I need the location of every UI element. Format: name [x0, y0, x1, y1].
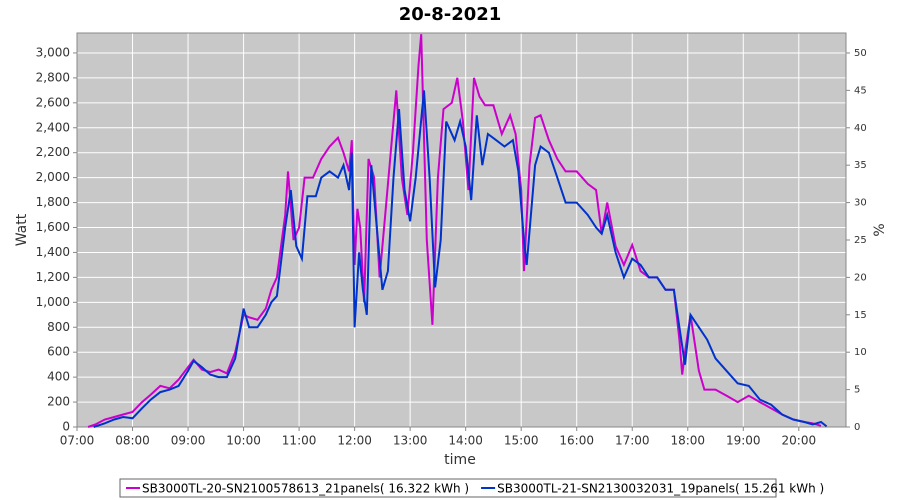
series-line — [93, 90, 828, 428]
y2-tick-label: 30 — [854, 198, 867, 209]
y2-tick-label: 0 — [854, 422, 860, 433]
y-tick-label: 200 — [47, 395, 70, 409]
y2-tick-label: 45 — [854, 85, 867, 96]
y2-tick-label: 35 — [854, 160, 867, 171]
plot-area — [77, 33, 846, 427]
y-tick-label: 2,600 — [36, 95, 70, 109]
y-tick-label: 800 — [47, 320, 70, 334]
plot-frame — [76, 32, 847, 428]
legend-box — [119, 478, 777, 498]
y-tick-label: 400 — [47, 370, 70, 384]
x-tick-label: 16:00 — [559, 434, 594, 448]
y2-axis-title: % — [872, 223, 888, 236]
y-axis-title: Watt — [14, 213, 30, 246]
x-tick-label: 15:00 — [504, 434, 539, 448]
x-tick-label: 13:00 — [393, 434, 428, 448]
y-tick-label: 2,000 — [36, 170, 70, 184]
y-tick-label: 1,800 — [36, 195, 70, 209]
legend-label: SB3000TL-20-SN2100578613_21panels( 16.32… — [142, 482, 469, 496]
x-tick-label: 08:00 — [115, 434, 150, 448]
y-tick-label: 2,800 — [36, 70, 70, 84]
x-tick-label: 09:00 — [171, 434, 206, 448]
legend-label: SB3000TL-21-SN2130032031_19panels( 15.26… — [497, 482, 824, 496]
y2-tick-label: 5 — [854, 385, 860, 396]
y2-tick-label: 15 — [854, 310, 867, 321]
x-tick-label: 19:00 — [726, 434, 761, 448]
y-tick-label: 0 — [62, 420, 70, 434]
y-tick-label: 1,400 — [36, 245, 70, 259]
y2-tick-label: 25 — [854, 235, 867, 246]
y-tick-label: 1,600 — [36, 220, 70, 234]
chart-title: 20-8-2021 — [399, 4, 502, 25]
y-tick-label: 2,400 — [36, 120, 70, 134]
y-tick-label: 600 — [47, 345, 70, 359]
y-tick-label: 2,200 — [36, 145, 70, 159]
x-tick-label: 07:00 — [60, 434, 95, 448]
y2-tick-label: 20 — [854, 272, 867, 283]
x-tick-label: 10:00 — [226, 434, 261, 448]
x-tick-label: 20:00 — [782, 434, 817, 448]
y-tick-label: 1,000 — [36, 295, 70, 309]
x-tick-label: 17:00 — [615, 434, 650, 448]
y2-tick-label: 40 — [854, 123, 867, 134]
x-tick-label: 11:00 — [282, 434, 317, 448]
y-tick-label: 1,200 — [36, 270, 70, 284]
x-tick-label: 18:00 — [670, 434, 705, 448]
y-tick-label: 3,000 — [36, 45, 70, 59]
x-tick-label: 14:00 — [448, 434, 483, 448]
y2-tick-label: 50 — [854, 48, 867, 59]
x-tick-label: 12:00 — [337, 434, 372, 448]
y2-tick-label: 10 — [854, 347, 867, 358]
x-axis-title: time — [444, 452, 476, 468]
